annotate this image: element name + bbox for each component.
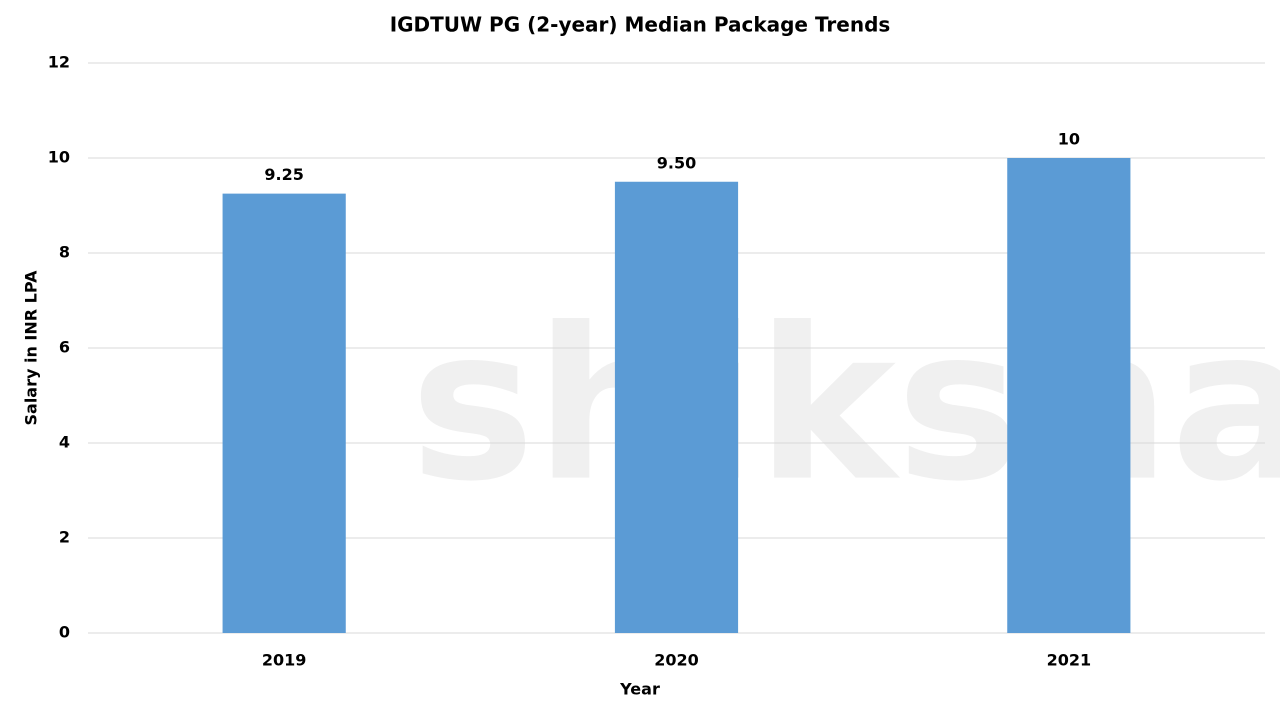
- x-tick-label: 2021: [1047, 651, 1092, 670]
- y-tick-label: 12: [48, 53, 70, 72]
- y-tick-label: 0: [59, 623, 70, 642]
- data-label: 10: [1058, 130, 1080, 149]
- data-label: 9.50: [657, 153, 696, 172]
- y-tick-label: 8: [59, 243, 70, 262]
- y-tick-label: 4: [59, 433, 70, 452]
- y-axis-title: Salary in INR LPA: [22, 270, 41, 426]
- bar: [222, 193, 346, 633]
- bar: [614, 181, 739, 633]
- watermark: shiksha: [410, 283, 1280, 528]
- x-tick-label: 2019: [262, 651, 307, 670]
- x-axis-title: Year: [619, 680, 660, 699]
- x-tick-label: 2020: [654, 651, 699, 670]
- y-tick-label: 6: [59, 338, 70, 357]
- y-tick-label: 10: [48, 148, 70, 167]
- y-tick-label: 2: [59, 528, 70, 547]
- chart-title: IGDTUW PG (2-year) Median Package Trends: [390, 13, 891, 37]
- bar: [1007, 158, 1131, 633]
- data-label: 9.25: [264, 165, 303, 184]
